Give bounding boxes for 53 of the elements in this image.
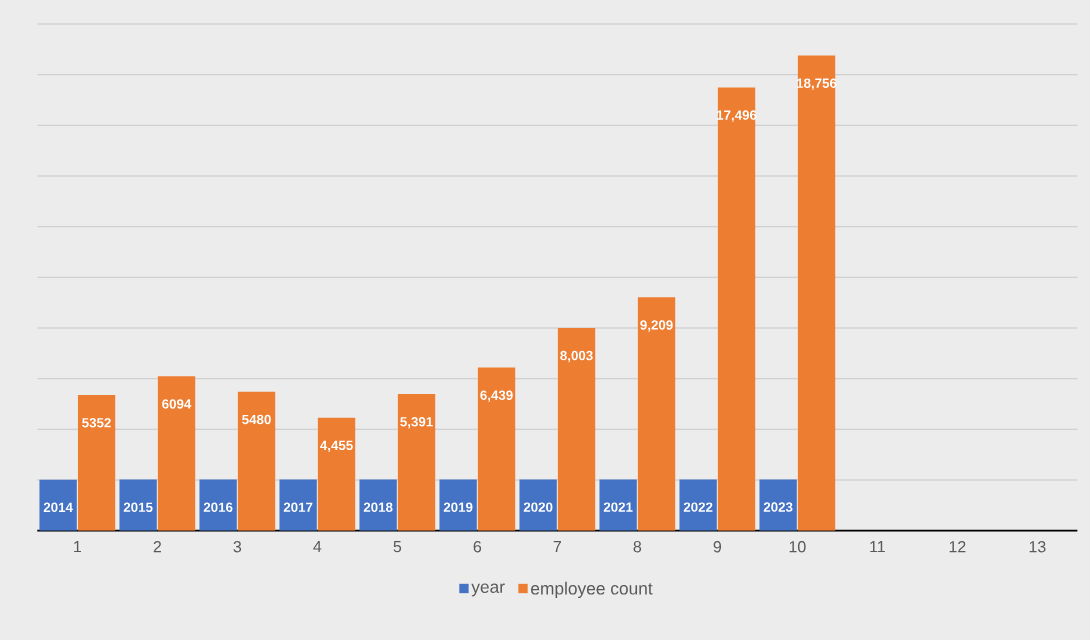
data-label: 2015 bbox=[123, 502, 153, 512]
data-label: 2019 bbox=[443, 502, 473, 512]
data-label: 6,439 bbox=[480, 390, 513, 402]
bar bbox=[717, 87, 756, 531]
bar bbox=[599, 479, 637, 531]
x-tick-label: 13 bbox=[1029, 541, 1046, 553]
data-label: 2020 bbox=[523, 502, 553, 512]
x-tick-label: 3 bbox=[233, 541, 242, 553]
legend-label: employee count bbox=[531, 581, 653, 599]
data-label: 2016 bbox=[203, 502, 233, 512]
bar bbox=[439, 479, 477, 531]
bar bbox=[157, 376, 196, 531]
x-tick-label: 5 bbox=[393, 541, 402, 553]
x-tick-label: 1 bbox=[74, 541, 81, 553]
bar bbox=[637, 297, 676, 531]
x-tick-label: 9 bbox=[713, 541, 722, 553]
x-tick-label: 8 bbox=[633, 541, 642, 553]
x-tick-label: 2 bbox=[153, 541, 161, 553]
x-tick-label: 10 bbox=[789, 541, 806, 553]
x-tick-label: 7 bbox=[553, 541, 561, 553]
x-tick-label: 11 bbox=[870, 541, 885, 553]
data-label: 8,003 bbox=[560, 350, 593, 363]
bar bbox=[557, 327, 596, 531]
data-label: 2017 bbox=[283, 502, 313, 512]
bar bbox=[759, 479, 797, 531]
x-tick-label: 6 bbox=[473, 541, 482, 553]
data-label: 2018 bbox=[363, 502, 393, 512]
data-label: 6094 bbox=[162, 399, 192, 409]
data-label: 5352 bbox=[82, 418, 111, 428]
bar bbox=[77, 395, 116, 531]
bar bbox=[519, 479, 557, 531]
bar bbox=[359, 479, 397, 531]
data-label: 5,391 bbox=[400, 417, 433, 429]
data-label: 2014 bbox=[43, 502, 73, 513]
bar bbox=[199, 479, 237, 531]
bar bbox=[317, 417, 356, 531]
bar bbox=[237, 391, 276, 531]
bar bbox=[39, 479, 77, 531]
data-label: 2021 bbox=[603, 502, 633, 512]
bar bbox=[397, 394, 436, 531]
data-label: 9,209 bbox=[640, 320, 673, 332]
bar bbox=[797, 55, 836, 531]
data-label: 2023 bbox=[763, 502, 793, 512]
data-label: 5480 bbox=[242, 414, 271, 425]
legend-label: year bbox=[471, 583, 505, 597]
bar bbox=[679, 479, 717, 531]
x-tick-label: 4 bbox=[313, 541, 322, 553]
bar bbox=[119, 479, 157, 531]
data-label: 2022 bbox=[683, 502, 713, 512]
bar bbox=[279, 479, 317, 531]
bar bbox=[477, 367, 516, 531]
data-label: 4,455 bbox=[320, 440, 353, 452]
x-tick-label: 12 bbox=[949, 541, 966, 553]
